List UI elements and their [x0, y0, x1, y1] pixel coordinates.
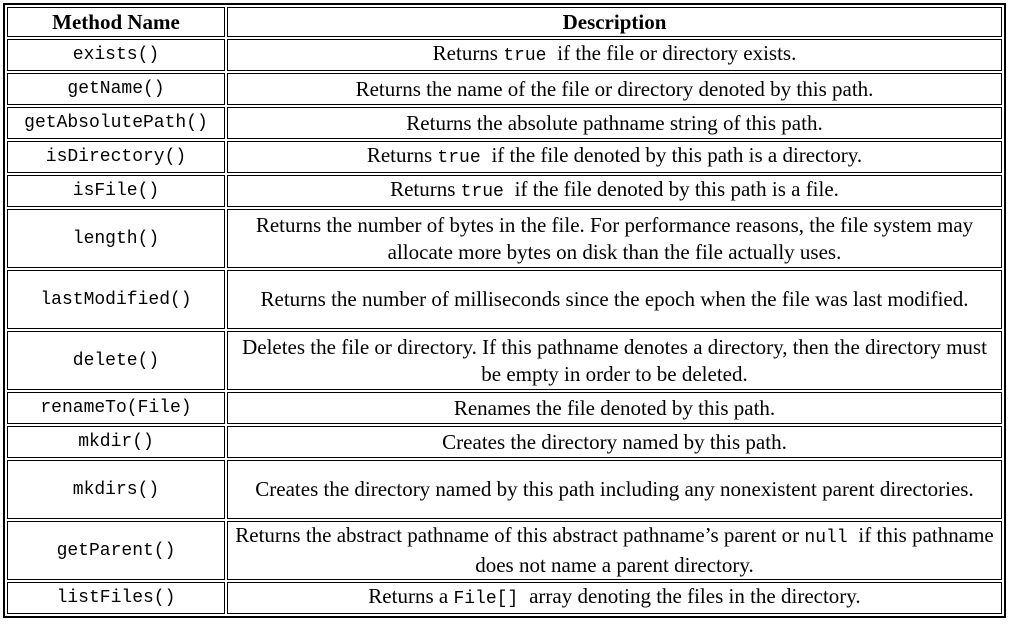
- description-text: Returns the number of bytes in the file.…: [255, 212, 974, 264]
- description-text: Returns the number of milliseconds since…: [260, 287, 969, 311]
- description-text: Returns: [366, 143, 438, 167]
- method-name-cell: isDirectory(): [7, 141, 225, 173]
- description-cell: Deletes the file or directory. If this p…: [227, 331, 1002, 390]
- method-name-cell: getName(): [7, 73, 225, 105]
- table-row: isDirectory() Returns true if the file de…: [7, 141, 1002, 173]
- description-text: Returns the absolute pathname string of …: [406, 110, 823, 135]
- method-name-cell: listFiles(): [7, 582, 225, 614]
- description-cell: Returns true if the file or directory ex…: [227, 39, 1002, 71]
- description-text: Returns: [390, 177, 461, 201]
- table-row: mkdir() Creates the directory named by th…: [7, 426, 1002, 458]
- description-text: array denoting the files in the director…: [529, 584, 861, 608]
- description-cell: Returns the number of milliseconds since…: [227, 270, 1002, 329]
- description-text: Renames the file denoted by this path.: [453, 395, 776, 420]
- description-text: if the file denoted by this path is a di…: [491, 143, 863, 167]
- inline-code: true: [437, 148, 492, 168]
- description-cell: Returns the number of bytes in the file.…: [227, 209, 1002, 268]
- description-cell: Returns true if the file denoted by this…: [227, 175, 1002, 207]
- table-row: exists() Returns true if the file or dire…: [7, 39, 1002, 71]
- inline-code: File[]: [453, 589, 530, 609]
- table-header-row: Method Name Description: [7, 7, 1002, 37]
- inline-code: null: [804, 528, 859, 548]
- method-name-cell: getAbsolutePath(): [7, 107, 225, 139]
- description-text: if this pathname does not name a parent …: [475, 523, 994, 577]
- method-name-cell: isFile(): [7, 175, 225, 207]
- description-text: Creates the directory named by this path…: [442, 429, 787, 454]
- file-methods-table: Method Name Description exists() Returns …: [3, 3, 1006, 618]
- table-row: mkdirs() Creates the directory named by t…: [7, 460, 1002, 519]
- inline-code: true: [503, 46, 558, 66]
- description-text: if the file denoted by this path is a fi…: [514, 177, 839, 201]
- table-row: getParent() Returns the abstract pathname…: [7, 521, 1002, 580]
- table-row: getAbsolutePath() Returns the absolute pa…: [7, 107, 1002, 139]
- inline-code: true: [460, 182, 515, 202]
- table-row: isFile() Returns true if the file denoted…: [7, 175, 1002, 207]
- table-row: getName() Returns the name of the file or…: [7, 73, 1002, 105]
- description-cell: Returns the absolute pathname string of …: [227, 107, 1002, 139]
- method-name-cell: lastModified(): [7, 270, 225, 329]
- description-cell: Returns a File[] array denoting the file…: [227, 582, 1002, 614]
- description-text: Deletes the file or directory. If this p…: [242, 334, 987, 386]
- description-cell: Returns the name of the file or director…: [227, 73, 1002, 105]
- method-name-cell: delete(): [7, 331, 225, 390]
- table-row: length() Returns the number of bytes in t…: [7, 209, 1002, 268]
- method-name-cell: length(): [7, 209, 225, 268]
- description-cell: Creates the directory named by this path…: [227, 426, 1002, 458]
- description-cell: Creates the directory named by this path…: [227, 460, 1002, 519]
- table-body: exists() Returns true if the file or dire…: [7, 39, 1002, 614]
- description-cell: Renames the file denoted by this path.: [227, 392, 1002, 424]
- method-name-cell: mkdirs(): [7, 460, 225, 519]
- description-text: Creates the directory named by this path…: [255, 477, 974, 501]
- description-text: if the file or directory exists.: [557, 41, 797, 65]
- description-cell: Returns the abstract pathname of this ab…: [227, 521, 1002, 580]
- file-methods-table-wrap: Method Name Description exists() Returns …: [3, 3, 1006, 618]
- header-description: Description: [227, 7, 1002, 37]
- header-method-name: Method Name: [7, 7, 225, 37]
- table-row: lastModified() Returns the number of mill…: [7, 270, 1002, 329]
- method-name-cell: mkdir(): [7, 426, 225, 458]
- table-row: renameTo(File) Renames the file denoted b…: [7, 392, 1002, 424]
- description-text: Returns: [432, 41, 504, 65]
- method-name-cell: renameTo(File): [7, 392, 225, 424]
- description-text: Returns the abstract pathname of this ab…: [235, 523, 805, 547]
- table-row: delete() Deletes the file or directory. I…: [7, 331, 1002, 390]
- description-text: Returns a: [368, 584, 454, 608]
- method-name-cell: exists(): [7, 39, 225, 71]
- description-cell: Returns true if the file denoted by this…: [227, 141, 1002, 173]
- table-row: listFiles() Returns a File[] array denoti…: [7, 582, 1002, 614]
- method-name-cell: getParent(): [7, 521, 225, 580]
- description-text: Returns the name of the file or director…: [355, 76, 874, 101]
